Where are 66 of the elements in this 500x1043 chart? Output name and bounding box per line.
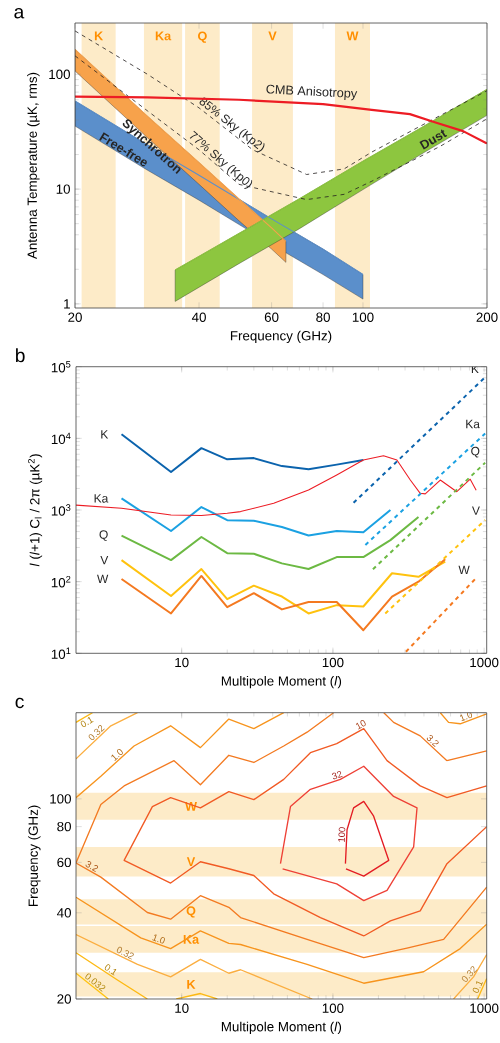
x-tick-label: 100	[352, 312, 374, 322]
text: 3.2	[85, 861, 99, 872]
x-tick-label: 200	[476, 312, 498, 322]
text: 0.32	[88, 725, 105, 741]
text: 10	[355, 720, 366, 730]
text: 1.0	[152, 934, 165, 944]
y-tick-label: 1	[64, 299, 70, 309]
series-label: K	[101, 430, 109, 439]
band-label: Q	[186, 906, 196, 918]
text: 0.1	[472, 981, 483, 993]
text: 1.0	[111, 749, 123, 761]
y-tick-label: 20	[57, 994, 71, 1004]
y-axis-title: Frequency (GHz)	[28, 805, 41, 906]
x-axis-title: Multipole Moment (l)	[221, 1021, 342, 1035]
y-tick-label: 10$^{5}$	[51, 361, 71, 373]
band-label: Ka	[155, 31, 172, 41]
x-tick-label: 20	[68, 312, 82, 322]
y-axis-title: l (l+1) C$_{l}$ / 2π (µK$^{2}$)	[28, 454, 43, 567]
y-tick-label: 10$^{3}$	[51, 504, 71, 516]
x-tick-label: 100	[322, 1003, 344, 1013]
band-label: V	[268, 31, 277, 41]
text: c	[15, 697, 24, 709]
text: 0.1	[80, 716, 94, 728]
x-tick-label: 80	[316, 312, 330, 322]
band-label: V	[186, 857, 196, 867]
band-label: Q	[198, 31, 207, 43]
series-label: Ka	[466, 419, 480, 429]
y-tick-label: 60	[57, 857, 71, 868]
x-tick-label: 100	[322, 657, 344, 668]
text: a	[14, 8, 25, 19]
x-tick-label: 60	[264, 312, 279, 322]
x-tick-label: 40	[191, 312, 206, 322]
y-tick-label: 10$^{2}$	[51, 575, 71, 588]
band-label: W	[346, 31, 359, 41]
series-label: Q	[99, 530, 108, 541]
y-tick-label: 10$^{4}$	[51, 432, 71, 445]
y-tick-label: 100	[50, 794, 71, 804]
x-axis-title: Multipole Moment (l)	[221, 675, 342, 689]
text: 100	[338, 827, 346, 842]
x-axis-title: Frequency (GHz)	[230, 330, 332, 344]
series-label: W	[97, 574, 109, 584]
y-tick-label: 10$^{1}$	[51, 647, 71, 659]
series-label: CMB Anisotropy	[266, 84, 358, 101]
series-label: V	[472, 506, 480, 515]
x-tick-label: 10	[175, 1003, 189, 1013]
text: 32	[332, 771, 343, 780]
text: 0.1	[104, 964, 117, 976]
band-label: K	[187, 980, 196, 989]
x-tick-label: 10	[175, 657, 189, 668]
band-label: K	[94, 31, 104, 41]
text: Dust	[419, 129, 448, 150]
y-tick-label: 40	[56, 908, 71, 918]
y-tick-label: 10	[56, 184, 70, 194]
y-tick-label: 100	[49, 69, 70, 80]
y-tick-label: 80	[57, 821, 71, 832]
series-label: Ka	[94, 494, 109, 503]
x-tick-label: 1000	[470, 657, 499, 668]
text: 1.0	[459, 711, 473, 722]
y-axis-title: Antenna Temperature (µK, rms)	[27, 72, 40, 259]
text: 3.2	[426, 734, 439, 748]
text: b	[16, 348, 25, 363]
series-label: Q	[471, 446, 480, 458]
series-label: V	[100, 555, 109, 565]
series-label: W	[458, 565, 470, 575]
x-tick-label: 1000	[470, 1003, 499, 1013]
text: 0.32	[116, 946, 134, 960]
